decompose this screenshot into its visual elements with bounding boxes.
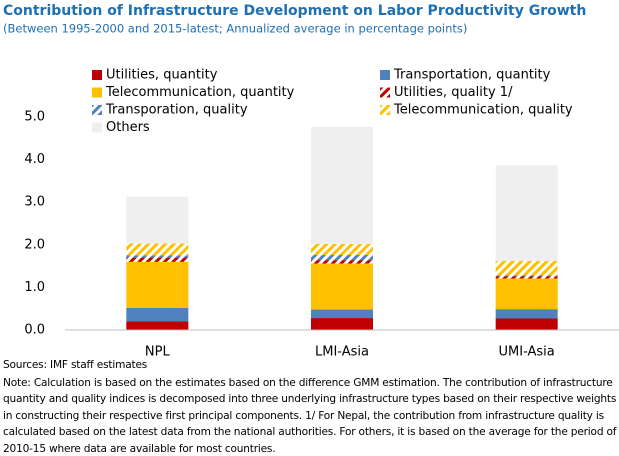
- legend-swatch: [92, 70, 102, 80]
- y-tick-label: 1.0: [24, 280, 45, 295]
- legend-swatch: [92, 122, 102, 133]
- bar-segment: [126, 243, 189, 256]
- bar-segment: [495, 260, 558, 276]
- y-tick-label: 5.0: [24, 110, 45, 125]
- bar-segment: [495, 275, 558, 277]
- chart: Contribution of Infrastructure Developme…: [3, 3, 619, 360]
- bar-segment: [311, 255, 373, 261]
- chart-subtitle: (Between 1995-2000 and 2015-latest; Annu…: [3, 22, 467, 36]
- bar-segment: [126, 261, 189, 308]
- bar-segment: [495, 165, 558, 261]
- bar-segment: [495, 276, 558, 279]
- bar-segment: [495, 309, 558, 319]
- y-tick-label: 4.0: [24, 152, 45, 167]
- legend-swatch: [92, 87, 102, 98]
- chart-title: Contribution of Infrastructure Developme…: [3, 3, 586, 19]
- note: Note: Calculation is based on the estima…: [3, 377, 617, 455]
- legend-swatch: [380, 87, 390, 98]
- x-tick-label: NPL: [145, 345, 171, 360]
- legend-label: Telecommunication, quantity: [105, 85, 295, 100]
- bar-segment: [311, 126, 373, 244]
- y-tick-label: 3.0: [24, 195, 45, 210]
- legend-label: Utilities, quantity: [106, 68, 218, 83]
- legend-swatch: [380, 105, 390, 115]
- bar-segment: [311, 260, 373, 264]
- y-tick-label: 2.0: [24, 237, 45, 252]
- x-tick-label: LMI-Asia: [315, 345, 369, 360]
- bar-segment: [311, 309, 373, 319]
- bar-segment: [126, 196, 189, 244]
- legend-label: Utilities, quality 1/: [394, 85, 513, 100]
- legend-label: Transporation, quality: [105, 103, 248, 118]
- bar-segment: [126, 255, 189, 258]
- y-tick-label: 0.0: [24, 323, 45, 338]
- legend-swatch: [380, 70, 390, 80]
- bar-segment: [126, 321, 189, 330]
- source: Sources: IMF staff estimates: [3, 359, 148, 371]
- bar-segment: [311, 243, 373, 256]
- bar-segment: [495, 318, 558, 330]
- bar-segment: [311, 318, 373, 330]
- bar-segment: [126, 307, 189, 322]
- legend-label: Others: [106, 120, 150, 135]
- legend-swatch: [92, 105, 102, 115]
- bar-segment: [495, 278, 558, 310]
- legend-label: Telecommunication, quality: [393, 103, 573, 118]
- x-tick-label: UMI-Asia: [499, 345, 555, 360]
- bar-segment: [311, 263, 373, 310]
- bar-segment: [126, 257, 189, 262]
- legend-label: Transportation, quantity: [393, 68, 551, 83]
